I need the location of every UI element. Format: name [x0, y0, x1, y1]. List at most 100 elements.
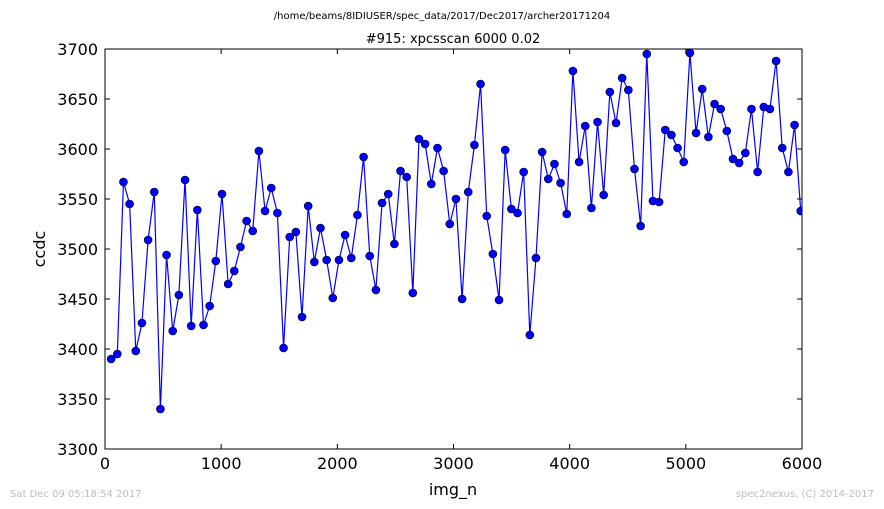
data-point: [212, 257, 220, 265]
data-point: [132, 347, 140, 355]
data-point: [273, 209, 281, 217]
data-point: [489, 250, 497, 258]
data-point: [526, 331, 534, 339]
data-point: [187, 322, 195, 330]
data-point: [335, 256, 343, 264]
y-tick-label: 3550: [57, 190, 98, 209]
data-point: [378, 199, 386, 207]
data-point: [119, 178, 127, 186]
data-point: [581, 122, 589, 130]
data-point: [717, 105, 725, 113]
data-point: [587, 204, 595, 212]
data-point: [766, 105, 774, 113]
data-point: [304, 202, 312, 210]
data-point: [643, 50, 651, 58]
data-point: [206, 302, 214, 310]
y-tick-label: 3300: [57, 440, 98, 459]
x-tick-label: 2000: [317, 454, 358, 473]
data-point: [606, 88, 614, 96]
y-tick-label: 3700: [57, 40, 98, 59]
chart-suptitle: /home/beams/8IDIUSER/spec_data/2017/Dec2…: [274, 11, 610, 22]
data-point: [483, 212, 491, 220]
axes-group: 0 1000 2000 3000 4000 5000 6000 3300 3350 3400 345…: [57, 40, 822, 473]
data-point: [470, 141, 478, 149]
data-point: [249, 227, 257, 235]
data-point: [175, 291, 183, 299]
data-point: [267, 184, 275, 192]
data-point: [360, 153, 368, 161]
data-point: [126, 200, 134, 208]
data-point: [224, 280, 232, 288]
y-tick-label: 3450: [57, 290, 98, 309]
data-point: [193, 206, 201, 214]
data-point: [532, 254, 540, 262]
data-point: [477, 80, 485, 88]
x-tick-label: 5000: [665, 454, 706, 473]
data-point: [569, 67, 577, 75]
data-point: [458, 295, 466, 303]
data-point: [163, 251, 171, 259]
data-point: [200, 321, 208, 329]
data-point: [600, 191, 608, 199]
data-point: [563, 210, 571, 218]
data-point: [384, 190, 392, 198]
y-axis-label: ccdc: [30, 231, 49, 268]
data-point: [347, 254, 355, 262]
data-point: [495, 296, 503, 304]
data-point: [618, 74, 626, 82]
x-tick-label: 0: [100, 454, 110, 473]
data-point: [538, 148, 546, 156]
data-point: [784, 168, 792, 176]
data-point: [698, 85, 706, 93]
data-point: [674, 144, 682, 152]
data-point: [218, 190, 226, 198]
data-point: [667, 131, 675, 139]
series-line: [111, 53, 801, 409]
data-point: [236, 243, 244, 251]
data-point: [329, 294, 337, 302]
data-point: [427, 180, 435, 188]
data-point: [397, 167, 405, 175]
series-group: [107, 49, 805, 413]
footer-timestamp: Sat Dec 09 05:18:54 2017: [10, 489, 142, 500]
data-point: [637, 222, 645, 230]
data-point: [169, 327, 177, 335]
series-0: [107, 49, 805, 413]
data-point: [550, 160, 558, 168]
data-point: [544, 175, 552, 183]
chart-title: #915: xpcsscan 6000 0.02: [366, 32, 541, 47]
data-point: [594, 118, 602, 126]
x-tick-label: 4000: [549, 454, 590, 473]
data-point: [612, 119, 620, 127]
x-axis-label: img_n: [429, 480, 477, 500]
data-point: [341, 231, 349, 239]
data-point: [520, 168, 528, 176]
x-tick-label: 1000: [201, 454, 242, 473]
data-point: [409, 289, 417, 297]
x-tick-label: 3000: [433, 454, 474, 473]
data-point: [310, 258, 318, 266]
data-point: [791, 121, 799, 129]
data-point: [144, 236, 152, 244]
data-point: [501, 146, 509, 154]
data-point: [243, 217, 251, 225]
data-point: [747, 105, 755, 113]
y-tick-label: 3400: [57, 340, 98, 359]
y-tick-label: 3500: [57, 240, 98, 259]
data-point: [138, 319, 146, 327]
data-point: [797, 207, 805, 215]
data-point: [113, 350, 121, 358]
data-point: [630, 165, 638, 173]
data-point: [440, 167, 448, 175]
data-point: [366, 252, 374, 260]
data-point: [316, 224, 324, 232]
data-point: [452, 195, 460, 203]
data-point: [680, 158, 688, 166]
data-point: [741, 149, 749, 157]
data-point: [353, 211, 361, 219]
data-point: [292, 228, 300, 236]
data-point: [421, 140, 429, 148]
data-point: [735, 159, 743, 167]
data-point: [624, 86, 632, 94]
